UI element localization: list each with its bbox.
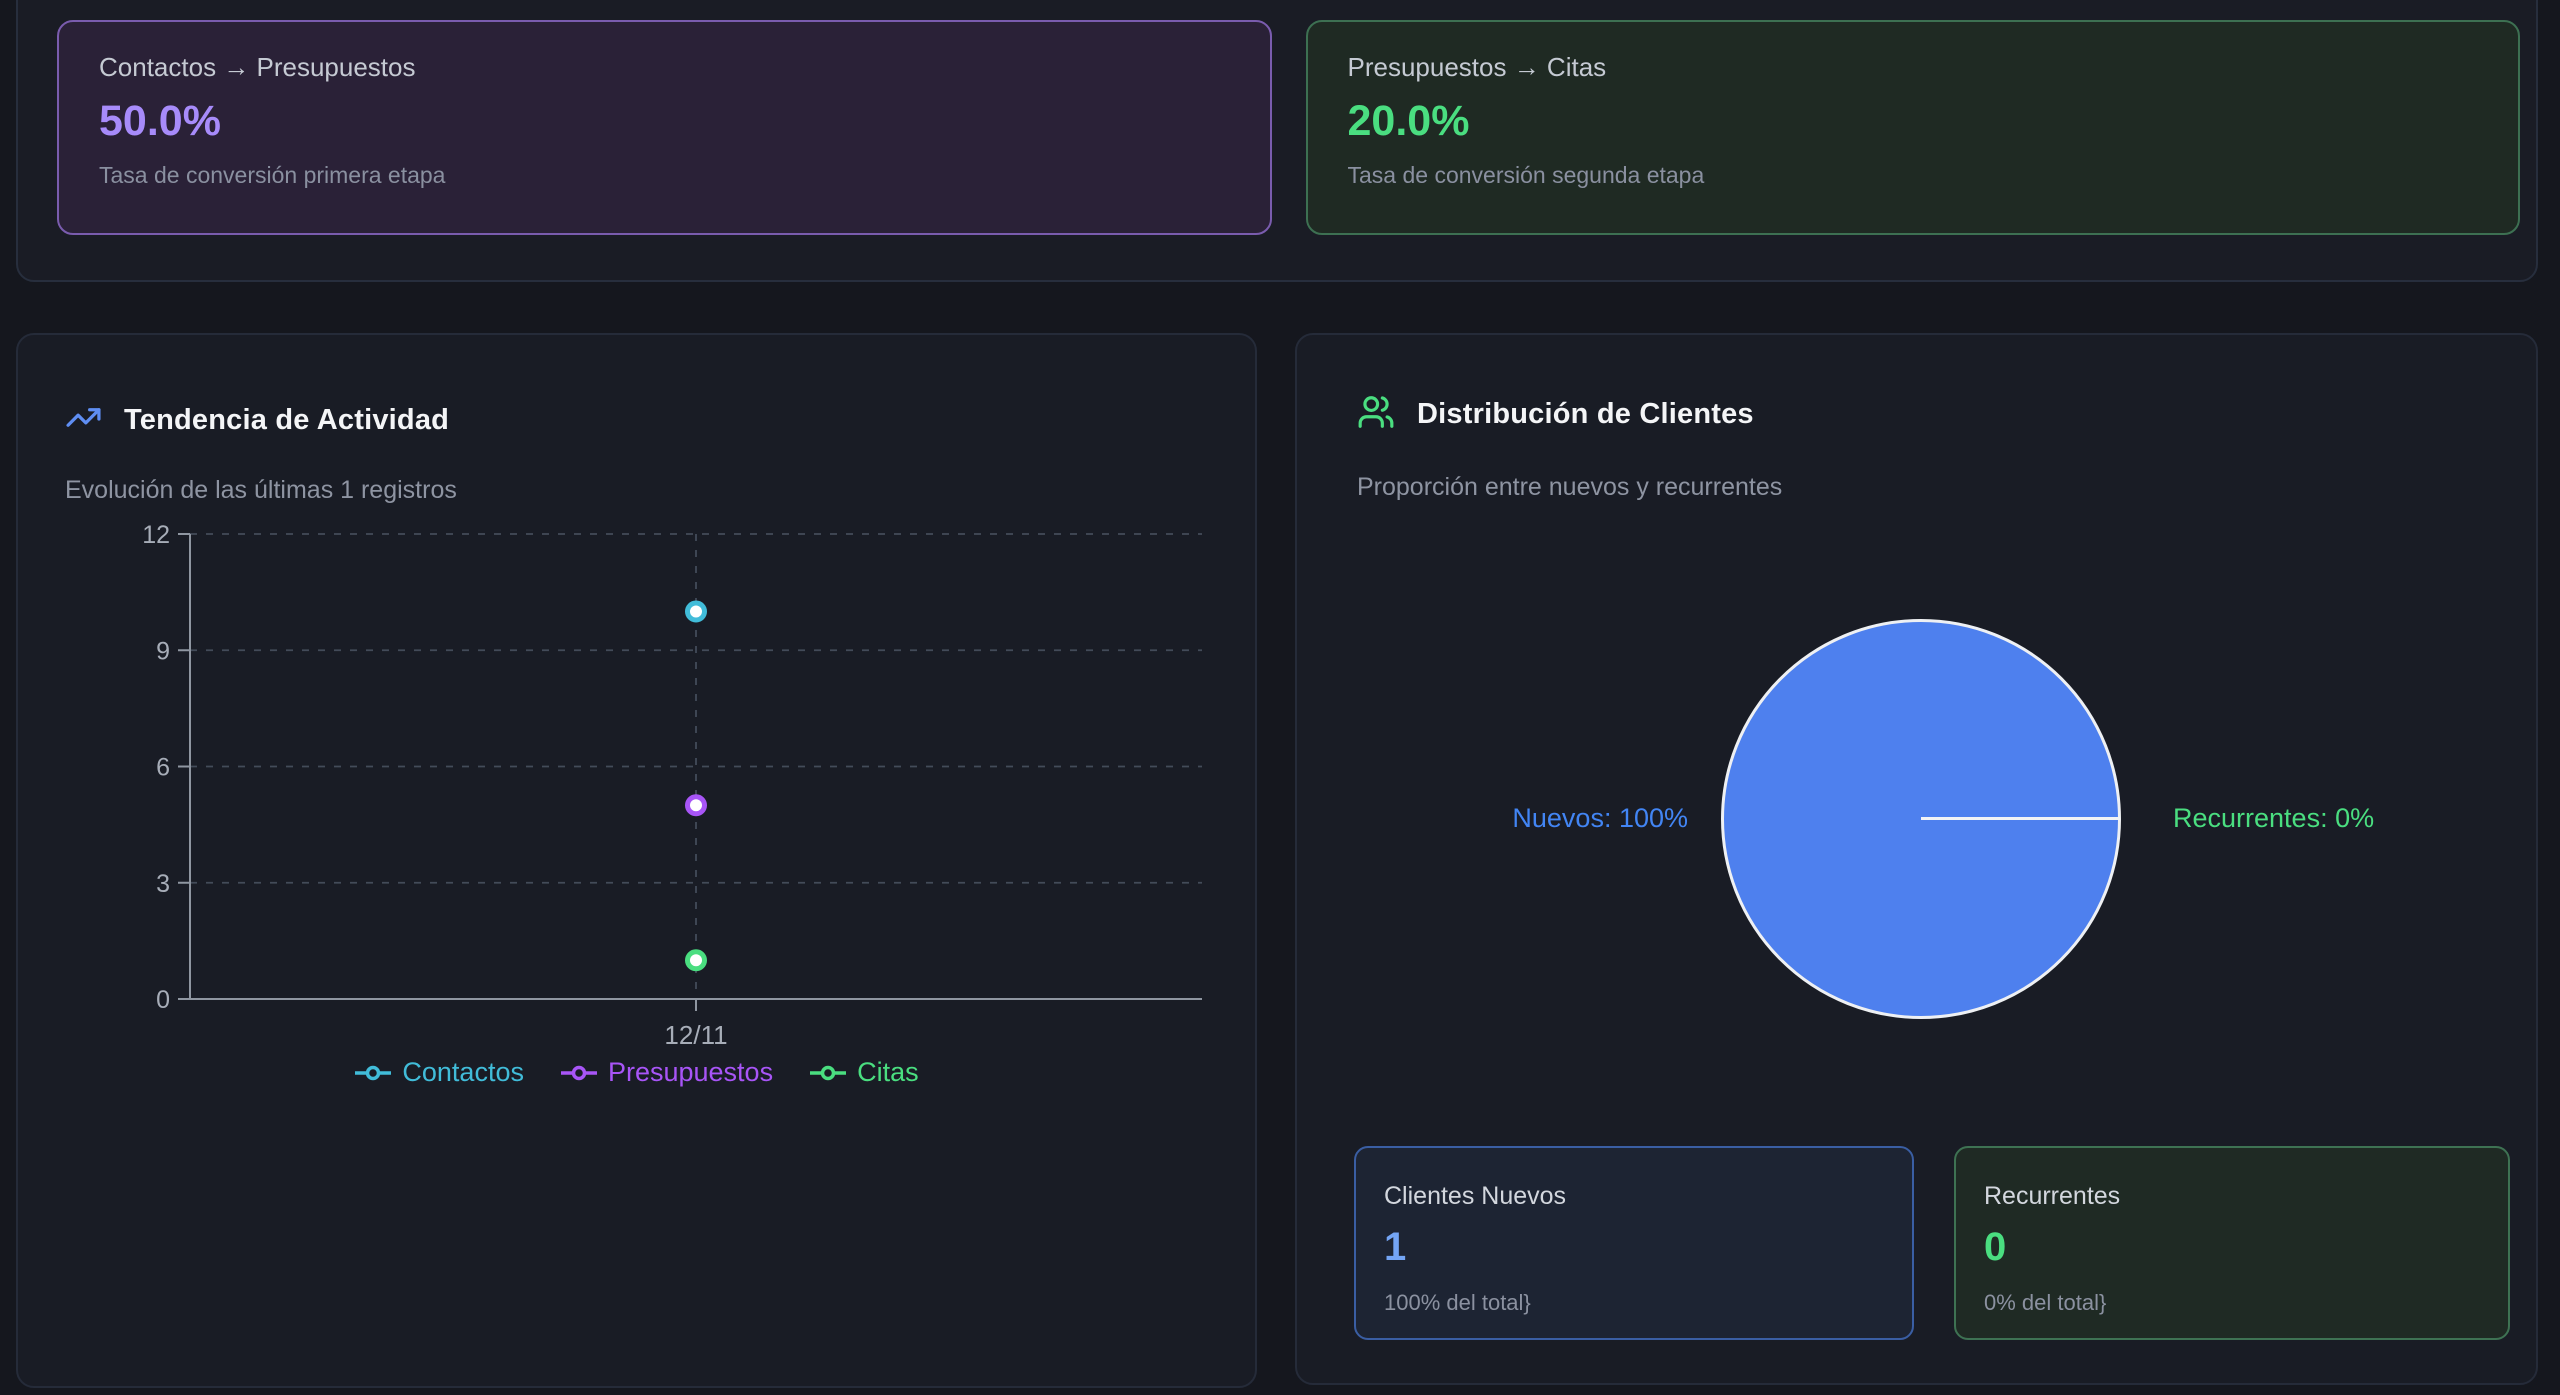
client-distribution-header: Distribución de Clientes — [1357, 393, 1754, 436]
activity-trend-panel: Tendencia de Actividad Evolución de las … — [16, 333, 1257, 1388]
mini-card-caption: 100% del total} — [1384, 1290, 1531, 1315]
conversion-card-subtitle: Tasa de conversión primera etapa — [99, 162, 446, 188]
conversion-card-presupuestos-citas: Presupuestos → Citas 20.0% Tasa de conve… — [1305, 20, 2520, 235]
legend-label: Citas — [857, 1057, 919, 1087]
users-icon — [1357, 393, 1395, 436]
legend-line-dot-icon — [355, 1065, 392, 1080]
client-distribution-panel: Distribución de Clientes Proporción entr… — [1295, 333, 2538, 1385]
svg-text:3: 3 — [156, 870, 170, 898]
legend-label: Presupuestos — [607, 1057, 774, 1087]
client-pie-chart — [1721, 619, 2121, 1019]
legend-line-dot-icon — [810, 1065, 847, 1080]
pie-label-nuevos: Nuevos: 100% — [1512, 803, 1688, 833]
legend-item-citas: Citas — [809, 1057, 919, 1088]
mini-card-title: Recurrentes — [1984, 1182, 2121, 1210]
legend-label: Contactos — [402, 1057, 524, 1087]
panel-subtitle: Evolución de las últimas 1 registros — [65, 476, 457, 504]
mini-card-value: 0 — [1984, 1225, 2007, 1269]
mini-card-title: Clientes Nuevos — [1384, 1182, 1567, 1210]
panel-title: Distribución de Clientes — [1417, 398, 1754, 430]
activity-line-chart: 0 3 6 9 12 12/11 — [142, 521, 1202, 1050]
svg-text:6: 6 — [156, 754, 170, 782]
pie-label-recurrentes: Recurrentes: 0% — [2173, 803, 2375, 833]
clientes-nuevos-card: Clientes Nuevos 1 100% del total} — [1354, 1146, 1914, 1340]
conversion-card-value: 20.0% — [1347, 97, 1470, 145]
svg-text:0: 0 — [156, 986, 170, 1014]
conversion-card-title: Contactos → Presupuestos — [99, 52, 416, 82]
mini-card-caption: 0% del total} — [1984, 1290, 2107, 1315]
legend-line-dot-icon — [560, 1065, 597, 1080]
conversion-card-contactos-presupuestos: Contactos → Presupuestos 50.0% Tasa de c… — [57, 20, 1272, 235]
pie-slice-divider — [1921, 817, 2120, 820]
legend-item-contactos: Contactos — [354, 1057, 524, 1088]
mini-card-value: 1 — [1384, 1225, 1407, 1269]
svg-text:12/11: 12/11 — [664, 1020, 727, 1050]
trending-up-icon — [65, 399, 102, 441]
funnel-section: Contactos → Presupuestos 50.0% Tasa de c… — [16, 0, 2538, 282]
panel-subtitle: Proporción entre nuevos y recurrentes — [1357, 473, 1783, 501]
conversion-card-value: 50.0% — [99, 97, 221, 145]
panel-title: Tendencia de Actividad — [124, 403, 450, 436]
svg-text:12: 12 — [142, 521, 170, 549]
recurrentes-card: Recurrentes 0 0% del total} — [1954, 1146, 2510, 1340]
conversion-card-title: Presupuestos → Citas — [1347, 52, 1607, 82]
chart-legend: Contactos Presupuestos Citas — [18, 1057, 1255, 1088]
legend-item-presupuestos: Presupuestos — [560, 1057, 773, 1088]
conversion-card-subtitle: Tasa de conversión segunda etapa — [1347, 162, 1705, 188]
svg-text:9: 9 — [156, 637, 170, 665]
activity-trend-header: Tendencia de Actividad — [65, 399, 449, 441]
